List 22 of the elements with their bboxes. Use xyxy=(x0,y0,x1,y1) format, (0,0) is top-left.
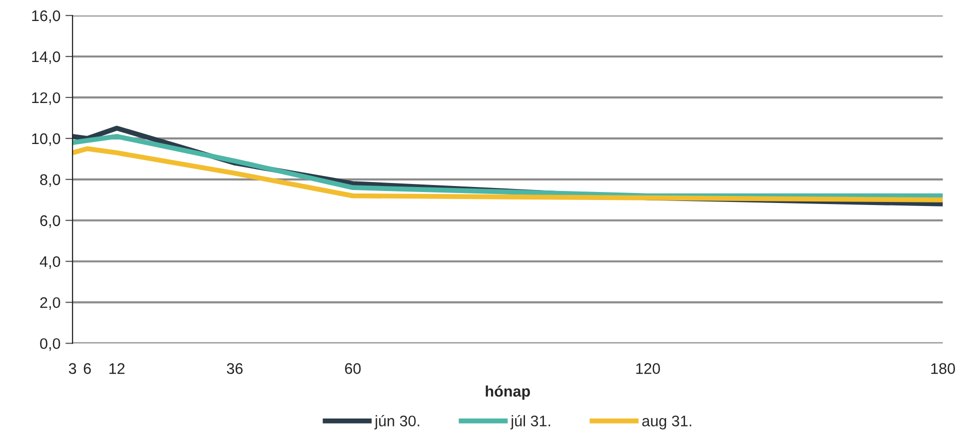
legend-label: jún 30. xyxy=(374,415,420,430)
y-tick-label: 10,0 xyxy=(32,133,60,146)
y-tick-label: 0,0 xyxy=(40,338,60,351)
y-tick-label: 4,0 xyxy=(40,256,60,269)
y-tick-label: 2,0 xyxy=(40,297,60,310)
x-tick-label: 120 xyxy=(636,363,660,374)
line-series xyxy=(72,134,943,198)
x-tick-label: 12 xyxy=(109,363,125,374)
x-tick-label: 3 xyxy=(68,363,76,374)
y-tick-label: 16,0 xyxy=(32,10,60,23)
x-tick-label: 180 xyxy=(931,363,955,374)
y-tick-label: 12,0 xyxy=(32,92,60,105)
y-tick-label: 6,0 xyxy=(40,215,60,228)
x-tick-label: 60 xyxy=(345,363,361,374)
y-tick-label: 8,0 xyxy=(40,174,60,187)
x-tick-label: 36 xyxy=(226,363,243,374)
line-series xyxy=(72,146,943,202)
x-axis-title: hónap xyxy=(486,385,530,400)
legend-label: júl 31. xyxy=(510,415,550,430)
x-tick-label: 6 xyxy=(84,363,91,374)
y-tick-label: 14,0 xyxy=(32,51,60,64)
legend-label: aug 31. xyxy=(642,416,692,430)
